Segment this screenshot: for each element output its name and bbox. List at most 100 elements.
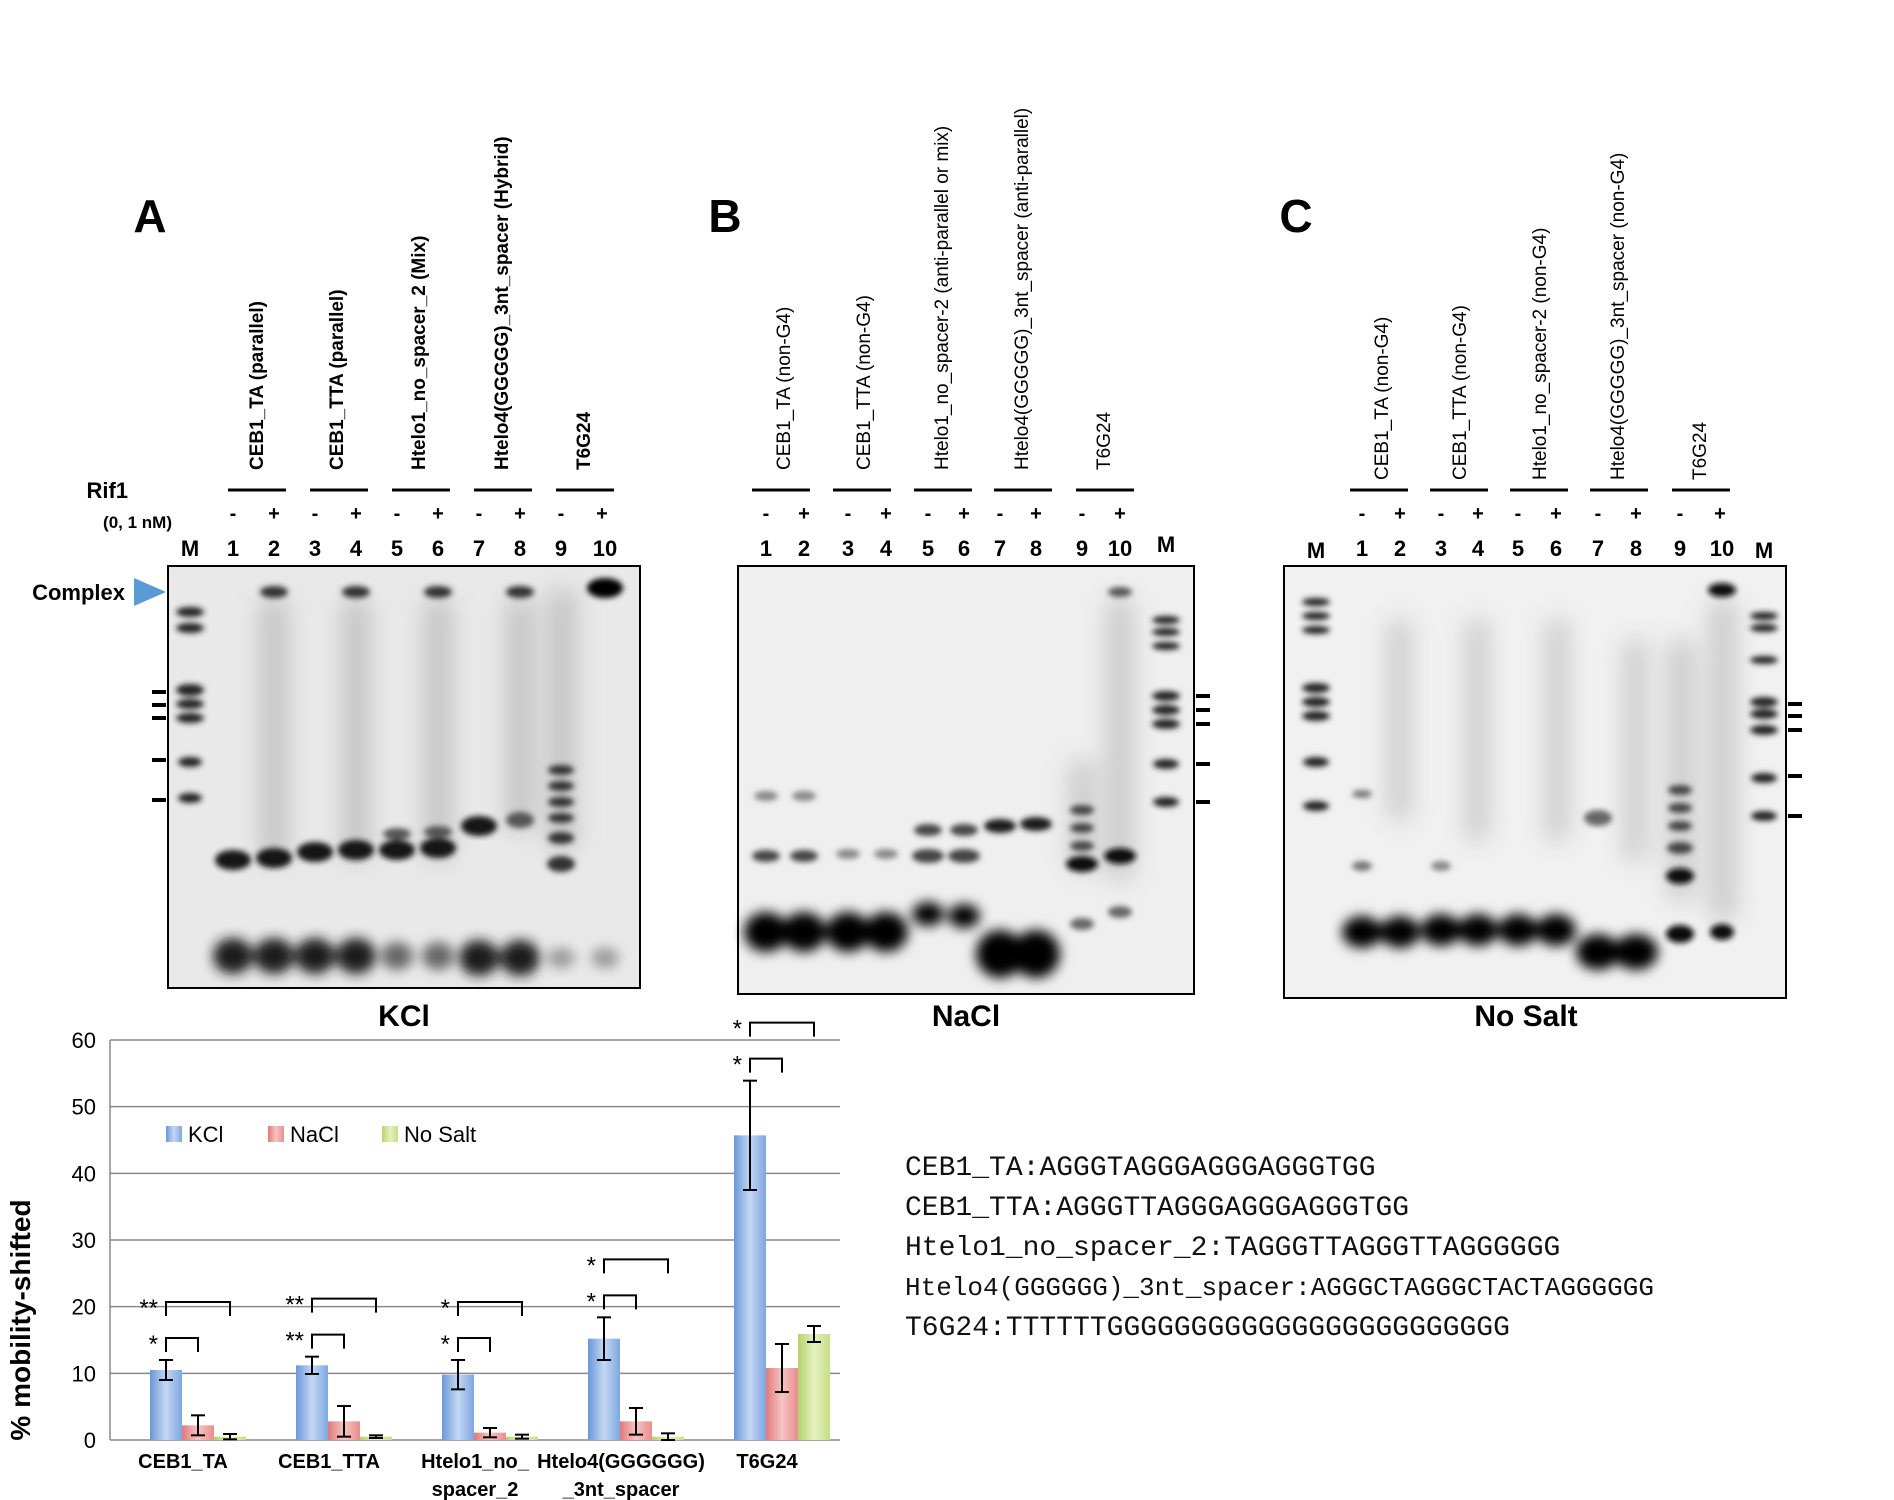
- y-tick-label: 0: [84, 1428, 96, 1453]
- significance-bracket: [311, 1297, 377, 1313]
- svg-text:5: 5: [1512, 536, 1524, 561]
- svg-text:+: +: [514, 503, 526, 525]
- significance-bracket: [165, 1337, 199, 1352]
- svg-text:+: +: [880, 503, 892, 525]
- svg-text:-: -: [1515, 503, 1522, 525]
- svg-text:+: +: [432, 503, 444, 525]
- legend-label: NaCl: [290, 1122, 339, 1147]
- svg-text:7: 7: [994, 536, 1006, 561]
- x-tick-label: Htelo1_no_: [421, 1451, 530, 1473]
- significance-marker: *: [587, 1288, 596, 1315]
- rif1-conc: (0, 1 nM): [103, 513, 172, 532]
- chart-bars: [150, 1135, 830, 1440]
- svg-text:4: 4: [350, 536, 363, 561]
- svg-text:-: -: [1677, 503, 1684, 525]
- svg-text:8: 8: [514, 536, 526, 561]
- svg-text:-: -: [230, 503, 237, 525]
- rif1-label: Rif1: [86, 478, 128, 503]
- panel-a: A Rif1 (0, 1 nM) CEB1_TA (parallel) CEB1…: [32, 136, 641, 1033]
- sequence-line: CEB1_TTA:AGGGTTAGGGAGGGAGGGTGG: [905, 1193, 1410, 1224]
- svg-text:9: 9: [1674, 536, 1686, 561]
- svg-text:+: +: [268, 503, 280, 525]
- svg-text:+: +: [350, 503, 362, 525]
- x-tick-label: spacer_2: [432, 1479, 519, 1500]
- svg-text:-: -: [845, 503, 852, 525]
- gel-b: [737, 565, 1195, 995]
- y-tick-label: 30: [72, 1228, 96, 1253]
- svg-text:1: 1: [760, 536, 772, 561]
- bar: [150, 1370, 182, 1440]
- svg-text:2: 2: [798, 536, 810, 561]
- salt-label-b: NaCl: [932, 1000, 1000, 1033]
- panel-letter-c: C: [1279, 190, 1312, 242]
- svg-text:10: 10: [593, 536, 617, 561]
- svg-text:+: +: [1714, 503, 1726, 525]
- svg-text:9: 9: [555, 536, 567, 561]
- svg-text:2: 2: [268, 536, 280, 561]
- svg-text:-: -: [394, 503, 401, 525]
- svg-text:5: 5: [391, 536, 403, 561]
- y-tick-label: 40: [72, 1161, 96, 1186]
- svg-text:10: 10: [1710, 536, 1734, 561]
- svg-text:-: -: [312, 503, 319, 525]
- svg-text:8: 8: [1030, 536, 1042, 561]
- lane-label-c-4: Htelo4(GGGGG)_3nt_spacer (non-G4): [1608, 153, 1629, 480]
- lane-label-b-4: Htelo4(GGGGG)_3nt_spacer (anti-parallel): [1012, 108, 1033, 470]
- legend-swatch: [268, 1126, 284, 1142]
- svg-text:+: +: [1030, 503, 1042, 525]
- svg-text:+: +: [958, 503, 970, 525]
- sequence-line: T6G24:TTTTTTGGGGGGGGGGGGGGGGGGGGGGGG: [905, 1313, 1510, 1344]
- significance-bracket: [311, 1333, 345, 1349]
- svg-text:5: 5: [922, 536, 934, 561]
- salt-label-c: No Salt: [1474, 1000, 1577, 1033]
- lane-label-a-4: Htelo4(GGGGG)_3nt_spacer (Hybrid): [492, 136, 513, 470]
- svg-text:6: 6: [1550, 536, 1562, 561]
- chart-error-bars: [159, 1079, 821, 1441]
- y-tick-label: 50: [72, 1095, 96, 1120]
- chart-significance-brackets: ********* ****: [139, 1016, 815, 1358]
- lane-label-b-2: CEB1_TTA (non-G4): [854, 295, 875, 470]
- significance-marker: *: [733, 1016, 742, 1043]
- svg-text:M: M: [181, 536, 199, 561]
- signs-a: - + - + - + - + - +: [230, 503, 608, 525]
- lane-label-b-5: T6G24: [1094, 411, 1115, 470]
- svg-text:+: +: [1394, 503, 1406, 525]
- significance-marker: *: [441, 1295, 450, 1322]
- svg-text:-: -: [558, 503, 565, 525]
- lane-label-c-5: T6G24: [1690, 421, 1711, 480]
- significance-marker: *: [733, 1052, 742, 1079]
- significance-bracket: [749, 1021, 815, 1037]
- svg-text:10: 10: [1108, 536, 1132, 561]
- svg-text:-: -: [1438, 503, 1445, 525]
- complex-arrow-icon: [134, 578, 166, 606]
- signs-b: - + - + - + - + - +: [763, 503, 1126, 525]
- salt-label-a: KCl: [378, 1000, 430, 1033]
- lane-labels-a: CEB1_TA (parallel) CEB1_TTA (parallel) H…: [247, 136, 595, 470]
- significance-bracket: [749, 1057, 783, 1073]
- x-tick-label: _3nt_spacer: [562, 1479, 680, 1500]
- svg-text:-: -: [476, 503, 483, 525]
- svg-text:4: 4: [880, 536, 893, 561]
- significance-marker: **: [285, 1292, 304, 1319]
- svg-text:1: 1: [227, 536, 239, 561]
- y-tick-label: 20: [72, 1295, 96, 1320]
- svg-text:7: 7: [1592, 536, 1604, 561]
- svg-text:7: 7: [473, 536, 485, 561]
- svg-text:-: -: [997, 503, 1004, 525]
- significance-marker: *: [441, 1331, 450, 1358]
- svg-text:3: 3: [309, 536, 321, 561]
- svg-text:-: -: [925, 503, 932, 525]
- marker-ticks-c: [1788, 702, 1802, 818]
- panel-letter-b: B: [708, 190, 741, 242]
- panel-b: B CEB1_TA (non-G4) CEB1_TTA (non-G4) Hte…: [708, 108, 1210, 1033]
- legend-label: No Salt: [404, 1122, 476, 1147]
- svg-text:M: M: [1755, 538, 1773, 563]
- significance-bracket: [165, 1301, 231, 1316]
- lane-label-c-2: CEB1_TTA (non-G4): [1450, 305, 1471, 480]
- significance-marker: **: [139, 1295, 158, 1322]
- svg-text:+: +: [1472, 503, 1484, 525]
- svg-text:-: -: [763, 503, 770, 525]
